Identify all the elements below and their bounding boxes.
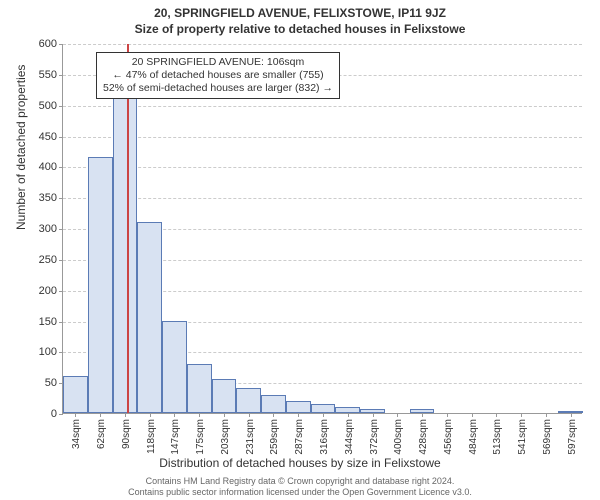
x-tick-label: 118sqm xyxy=(146,413,157,454)
x-tick-label: 344sqm xyxy=(344,413,355,455)
annotation-line-2: ← 47% of detached houses are smaller (75… xyxy=(103,69,333,82)
histogram-bar xyxy=(261,395,286,414)
histogram-bar xyxy=(63,376,88,413)
x-tick-label: 287sqm xyxy=(294,413,305,455)
x-axis-label: Distribution of detached houses by size … xyxy=(0,456,600,470)
y-tick-label: 200 xyxy=(39,285,63,297)
chart-container: 20, SPRINGFIELD AVENUE, FELIXSTOWE, IP11… xyxy=(0,0,600,500)
x-tick-label: 541sqm xyxy=(517,413,528,455)
x-tick-label: 513sqm xyxy=(492,413,503,455)
y-tick-label: 50 xyxy=(45,377,63,389)
y-tick-label: 600 xyxy=(39,38,63,50)
grid-line xyxy=(63,198,582,199)
x-tick-label: 569sqm xyxy=(542,413,553,455)
footer-line-1: Contains HM Land Registry data © Crown c… xyxy=(0,476,600,487)
footer-attribution: Contains HM Land Registry data © Crown c… xyxy=(0,476,600,498)
grid-line xyxy=(63,137,582,138)
y-tick-label: 500 xyxy=(39,100,63,112)
histogram-bar xyxy=(311,404,336,413)
grid-line xyxy=(63,44,582,45)
annotation-line-1: 20 SPRINGFIELD AVENUE: 106sqm xyxy=(103,56,333,69)
y-tick-label: 350 xyxy=(39,192,63,204)
chart-title-desc: Size of property relative to detached ho… xyxy=(0,20,600,36)
footer-line-2: Contains public sector information licen… xyxy=(0,487,600,498)
x-tick-label: 231sqm xyxy=(245,413,256,455)
x-tick-label: 203sqm xyxy=(220,413,231,455)
y-axis-label: Number of detached properties xyxy=(14,65,28,230)
x-tick-label: 428sqm xyxy=(418,413,429,455)
x-tick-label: 147sqm xyxy=(170,413,181,455)
histogram-bar xyxy=(236,388,261,413)
x-tick-label: 597sqm xyxy=(567,413,578,455)
y-tick-label: 150 xyxy=(39,316,63,328)
histogram-bar xyxy=(113,68,138,413)
histogram-bar xyxy=(137,222,162,413)
x-tick-label: 456sqm xyxy=(443,413,454,455)
plot-area: 05010015020025030035040045050055060034sq… xyxy=(62,44,582,414)
y-tick-label: 0 xyxy=(51,408,63,420)
histogram-bar xyxy=(212,379,237,413)
chart-title-address: 20, SPRINGFIELD AVENUE, FELIXSTOWE, IP11… xyxy=(0,0,600,20)
y-tick-label: 100 xyxy=(39,346,63,358)
x-tick-label: 484sqm xyxy=(468,413,479,455)
x-tick-label: 372sqm xyxy=(369,413,380,455)
histogram-bar xyxy=(162,321,187,414)
histogram-bar xyxy=(187,364,212,413)
y-tick-label: 450 xyxy=(39,131,63,143)
y-tick-label: 400 xyxy=(39,161,63,173)
grid-line xyxy=(63,106,582,107)
annotation-line-3: 52% of semi-detached houses are larger (… xyxy=(103,82,333,95)
histogram-bar xyxy=(88,157,113,413)
histogram-bar xyxy=(286,401,311,413)
y-tick-label: 550 xyxy=(39,69,63,81)
x-tick-label: 400sqm xyxy=(393,413,404,455)
y-tick-label: 300 xyxy=(39,223,63,235)
x-tick-label: 34sqm xyxy=(71,413,82,449)
x-tick-label: 175sqm xyxy=(195,413,206,455)
x-tick-label: 62sqm xyxy=(96,413,107,449)
x-tick-label: 259sqm xyxy=(269,413,280,455)
grid-line xyxy=(63,167,582,168)
annotation-box: 20 SPRINGFIELD AVENUE: 106sqm ← 47% of d… xyxy=(96,52,340,99)
y-tick-label: 250 xyxy=(39,254,63,266)
x-tick-label: 90sqm xyxy=(121,413,132,449)
x-tick-label: 316sqm xyxy=(319,413,330,455)
